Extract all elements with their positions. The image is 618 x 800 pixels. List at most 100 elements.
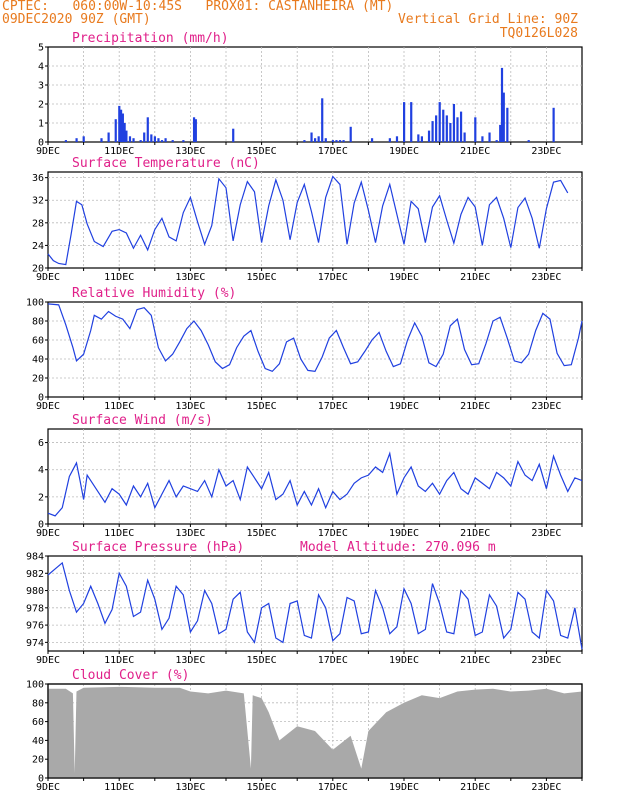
precip-bar (403, 102, 406, 142)
precip-bar (128, 136, 132, 142)
x-tick-label: 9DEC (36, 782, 60, 793)
precip-bar (474, 117, 477, 142)
precip-bar (395, 136, 399, 142)
precip-bar (481, 136, 484, 142)
precip-bar (303, 140, 306, 142)
y-tick-label: 1 (38, 119, 44, 130)
panel-2: 9DEC 11DEC 13DEC 15DEC 17DEC 19DEC 21DEC 23DEC 0… (26, 286, 583, 412)
panel-frame (47, 555, 583, 652)
x-tick-label: 11DEC (104, 528, 134, 539)
x-tick-label: 13DEC (175, 146, 205, 157)
y-tick-label: 5 (38, 43, 44, 54)
y-tick-label: 4 (38, 62, 44, 73)
header-line1: CPTEC: 060:00W-10:45S PROX01: CASTANHEIR… (2, 0, 394, 14)
precip-bar (232, 128, 235, 142)
precip-bar (506, 107, 509, 142)
x-tick-label: 13DEC (175, 782, 205, 793)
precip-bar (456, 117, 459, 142)
precip-bar (335, 140, 338, 142)
precip-bar (370, 138, 374, 142)
x-tick-label: 9DEC (36, 528, 60, 539)
panel-5: 9DEC 11DEC 13DEC 15DEC 17DEC 19DEC 21DEC 23DEC 0… (26, 668, 583, 793)
panel-annotation: Model Altitude: 270.096 m (300, 540, 496, 555)
precip-bar (314, 138, 317, 142)
precip-bar (82, 136, 85, 142)
precip-bar (500, 67, 504, 142)
x-tick-label: 13DEC (175, 401, 205, 412)
x-tick-label: 13DEC (175, 272, 205, 283)
y-tick-label: 100 (26, 298, 44, 309)
x-tick-label: 11DEC (104, 655, 134, 666)
x-tick-label: 21DEC (460, 782, 490, 793)
y-tick-label: 982 (26, 569, 44, 580)
y-tick-label: 60 (32, 717, 44, 728)
x-tick-label: 17DEC (318, 272, 348, 283)
precip-bar (123, 123, 126, 142)
precip-bar (150, 134, 153, 142)
precip-bar (119, 109, 123, 142)
precip-bar (463, 132, 466, 142)
x-tick-label: 15DEC (247, 272, 277, 283)
precip-bar (342, 140, 345, 142)
precip-bar (417, 134, 420, 142)
panel-title: Surface Temperature (nC) (72, 156, 260, 171)
y-tick-label: 976 (26, 621, 44, 632)
series-line (47, 303, 583, 373)
precip-bar (143, 132, 146, 142)
y-tick-label: 40 (32, 355, 44, 366)
x-tick-label: 19DEC (389, 272, 419, 283)
x-tick-label: 21DEC (460, 655, 490, 666)
precip-bar (64, 140, 67, 142)
y-tick-label: 3 (38, 81, 44, 92)
x-tick-label: 23DEC (531, 146, 561, 157)
precip-bar (388, 138, 391, 142)
y-tick-label: 36 (32, 173, 44, 184)
precip-bar (194, 119, 197, 142)
x-tick-label: 15DEC (247, 401, 277, 412)
x-tick-label: 13DEC (175, 528, 205, 539)
precip-bar (410, 102, 413, 142)
precip-bar (488, 132, 491, 142)
precip-bar (438, 102, 441, 142)
y-tick-label: 0 (38, 393, 44, 404)
y-tick-label: 0 (38, 520, 44, 531)
x-tick-label: 19DEC (389, 146, 419, 157)
x-tick-label: 19DEC (389, 528, 419, 539)
panel-title: Surface Pressure (hPa) (72, 540, 244, 555)
x-tick-label: 19DEC (389, 782, 419, 793)
y-tick-label: 60 (32, 336, 44, 347)
y-tick-label: 2 (38, 100, 44, 111)
panel-title: Surface Wind (m/s) (72, 413, 213, 428)
panel-title: Precipitation (mm/h) (72, 31, 229, 46)
precip-bar (427, 130, 431, 142)
y-tick-label: 20 (32, 264, 44, 275)
x-tick-label: 13DEC (175, 655, 205, 666)
x-tick-label: 9DEC (36, 401, 60, 412)
x-tick-label: 11DEC (104, 782, 134, 793)
panel-title: Cloud Cover (%) (72, 668, 189, 683)
precip-bar (435, 115, 438, 142)
y-tick-label: 80 (32, 317, 44, 328)
panel-frame-top (47, 683, 583, 779)
x-tick-label: 17DEC (318, 146, 348, 157)
precip-bar (160, 140, 164, 142)
precip-bar (75, 138, 78, 142)
series-line (47, 175, 569, 266)
x-tick-label: 15DEC (247, 146, 277, 157)
precip-bar (331, 140, 334, 142)
x-tick-label: 21DEC (460, 272, 490, 283)
x-tick-label: 9DEC (36, 146, 60, 157)
panel-4: 9DEC 11DEC 13DEC 15DEC 17DEC 19DEC 21DEC 23DEC 9… (26, 540, 583, 666)
precip-bar (431, 121, 434, 142)
precip-bar (442, 109, 445, 142)
x-tick-label: 23DEC (531, 272, 561, 283)
y-tick-label: 20 (32, 755, 44, 766)
precip-bar (349, 126, 352, 142)
x-tick-label: 17DEC (318, 782, 348, 793)
x-tick-label: 15DEC (247, 528, 277, 539)
precip-bar (146, 117, 149, 142)
x-tick-label: 17DEC (318, 528, 348, 539)
precip-bar (317, 136, 320, 142)
series-line (47, 561, 583, 650)
precip-bar (100, 138, 103, 142)
